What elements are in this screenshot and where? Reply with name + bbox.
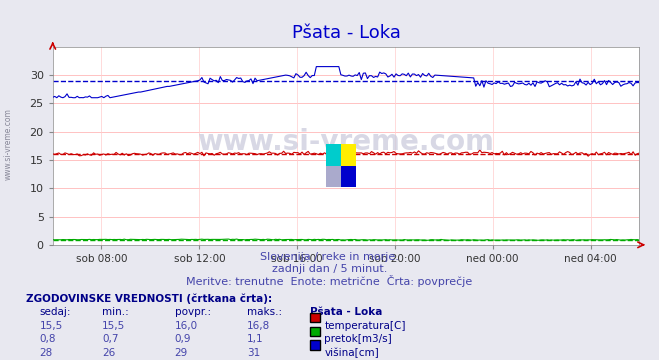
Text: temperatura[C]: temperatura[C] bbox=[324, 321, 406, 331]
Text: Meritve: trenutne  Enote: metrične  Črta: povprečje: Meritve: trenutne Enote: metrične Črta: … bbox=[186, 275, 473, 287]
Text: www.si-vreme.com: www.si-vreme.com bbox=[198, 128, 494, 156]
Text: sedaj:: sedaj: bbox=[40, 307, 71, 317]
Text: 1,1: 1,1 bbox=[247, 334, 264, 345]
Text: pretok[m3/s]: pretok[m3/s] bbox=[324, 334, 392, 345]
Bar bbox=[341, 144, 356, 166]
Text: zadnji dan / 5 minut.: zadnji dan / 5 minut. bbox=[272, 264, 387, 274]
Bar bbox=[326, 166, 341, 187]
Text: www.si-vreme.com: www.si-vreme.com bbox=[3, 108, 13, 180]
Text: 0,7: 0,7 bbox=[102, 334, 119, 345]
Bar bbox=[341, 166, 356, 187]
Text: 15,5: 15,5 bbox=[102, 321, 125, 331]
Text: 29: 29 bbox=[175, 348, 188, 358]
Text: 28: 28 bbox=[40, 348, 53, 358]
Text: 15,5: 15,5 bbox=[40, 321, 63, 331]
Text: 31: 31 bbox=[247, 348, 260, 358]
Text: Slovenija / reke in morje.: Slovenija / reke in morje. bbox=[260, 252, 399, 262]
Text: višina[cm]: višina[cm] bbox=[324, 348, 379, 359]
Text: 0,9: 0,9 bbox=[175, 334, 191, 345]
Bar bbox=[326, 144, 341, 166]
Title: Pšata - Loka: Pšata - Loka bbox=[291, 24, 401, 42]
Text: povpr.:: povpr.: bbox=[175, 307, 211, 317]
Text: maks.:: maks.: bbox=[247, 307, 282, 317]
Text: min.:: min.: bbox=[102, 307, 129, 317]
Text: ZGODOVINSKE VREDNOSTI (črtkana črta):: ZGODOVINSKE VREDNOSTI (črtkana črta): bbox=[26, 293, 272, 304]
Text: 0,8: 0,8 bbox=[40, 334, 56, 345]
Text: 26: 26 bbox=[102, 348, 115, 358]
Text: 16,8: 16,8 bbox=[247, 321, 270, 331]
Text: 16,0: 16,0 bbox=[175, 321, 198, 331]
Text: Pšata - Loka: Pšata - Loka bbox=[310, 307, 382, 317]
